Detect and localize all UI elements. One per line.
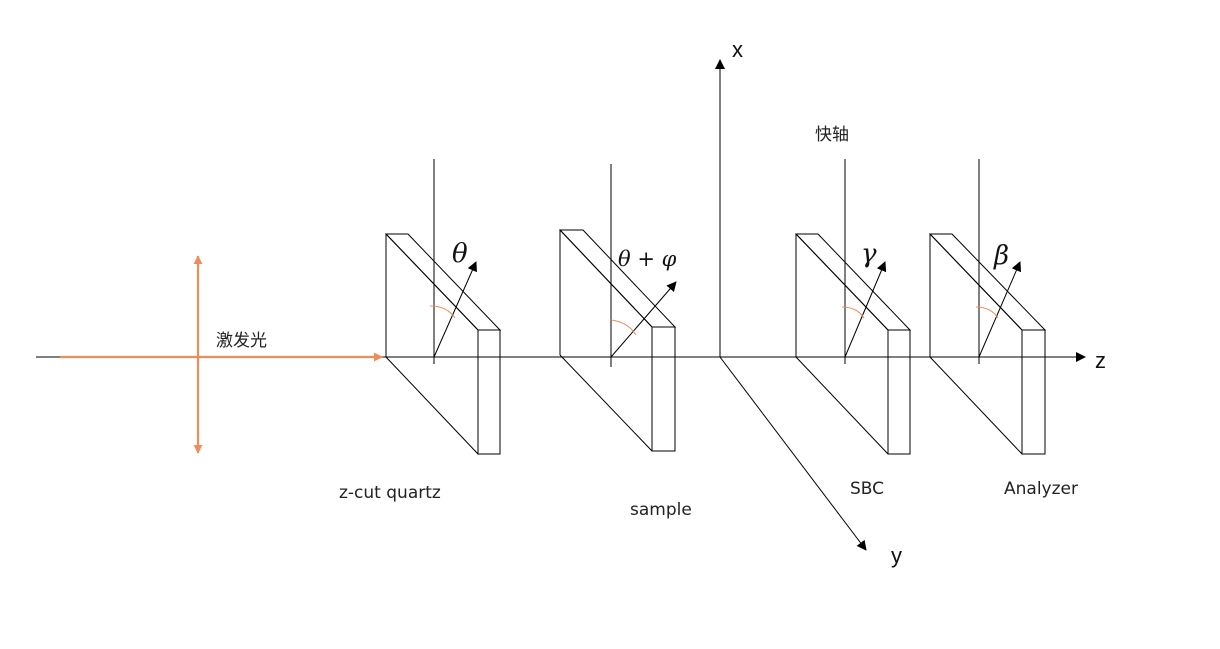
plate-quartz-side-face	[477, 329, 501, 455]
plate-sample-front-diagonal	[559, 229, 653, 328]
plate-analyzer-front-face	[928, 233, 1047, 331]
plate-quartz-front-face	[384, 233, 502, 331]
y-axis-label: y	[891, 543, 902, 568]
plate-quartz-angle-arc	[429, 305, 456, 319]
plate-analyzer-caption: Analyzer	[1004, 479, 1078, 499]
plate-sbc-side-face	[887, 329, 911, 455]
plate-quartz	[384, 159, 502, 455]
z-axis-label: z	[1095, 348, 1106, 373]
plate-quartz-bottom-diagonal	[385, 356, 479, 455]
plate-sample-axis-arrow	[610, 281, 677, 358]
excitation-light-label: 激发光	[216, 331, 267, 351]
plate-quartz-axis-arrow	[433, 261, 477, 358]
plate-analyzer-bottom-diagonal	[929, 356, 1023, 455]
plate-sbc-front-diagonal	[795, 233, 889, 331]
plate-sample-angle-label: θ + φ	[618, 247, 677, 271]
y-axis	[719, 356, 867, 551]
plate-analyzer	[928, 159, 1047, 455]
plate-sample-side-face	[651, 326, 676, 452]
plate-analyzer-angle-arc	[975, 306, 999, 319]
plate-quartz-caption: z-cut quartz	[339, 483, 441, 503]
plate-quartz-angle-label: θ	[452, 239, 468, 269]
fast-axis-label: 快轴	[815, 125, 849, 145]
plate-sbc-front-face	[794, 233, 912, 331]
plate-analyzer-angle-label: β	[993, 241, 1009, 271]
x-axis-label: x	[732, 37, 743, 62]
plate-sample-angle-arc	[610, 319, 637, 336]
plate-sbc-axis-arrow	[844, 261, 887, 358]
plate-sbc-angle-arc	[841, 306, 865, 319]
plate-sbc-angle-label: γ	[861, 239, 877, 269]
plate-sbc-caption: SBC	[850, 479, 884, 499]
plate-sbc	[794, 159, 912, 455]
excitation-beam	[60, 255, 383, 454]
plate-sbc-bottom-diagonal	[795, 356, 889, 455]
plate-sample	[558, 164, 677, 452]
plate-quartz-front-diagonal	[385, 233, 479, 331]
plate-sample-bottom-diagonal	[559, 354, 653, 452]
plate-analyzer-front-diagonal	[929, 233, 1023, 331]
plate-analyzer-axis-arrow	[978, 261, 1022, 358]
plate-analyzer-side-face	[1021, 329, 1046, 455]
plate-sample-front-face	[558, 229, 677, 328]
plate-sample-caption: sample	[630, 500, 692, 520]
